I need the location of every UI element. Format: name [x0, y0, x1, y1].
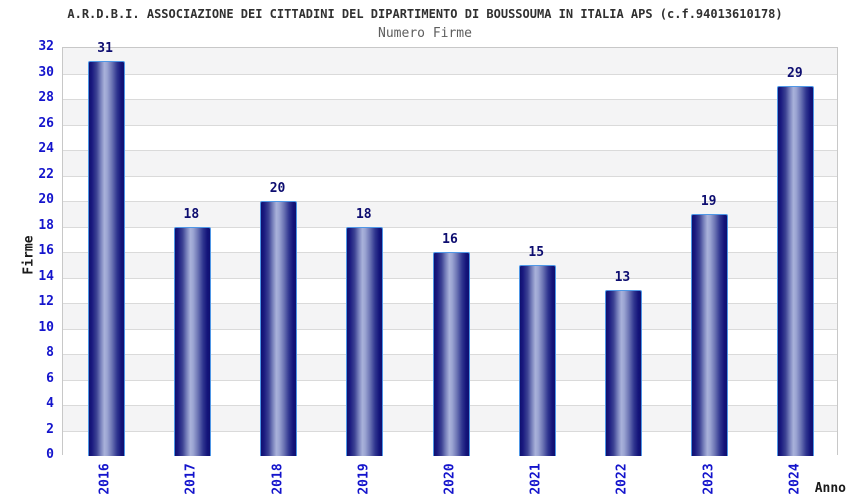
gridline: [63, 99, 837, 100]
x-tick-label: 2020: [442, 463, 458, 495]
gridline: [63, 150, 837, 151]
plot-area: [62, 47, 838, 456]
bar: [260, 201, 298, 456]
y-tick-label: 30: [38, 64, 54, 80]
y-tick-label: 32: [38, 39, 54, 54]
x-tick-label: 2016: [97, 463, 113, 495]
x-tick-label: 2019: [356, 463, 372, 495]
bar: [432, 252, 470, 456]
bar: [346, 226, 384, 456]
bar-value-label: 18: [183, 206, 200, 222]
bar-value-label: 29: [787, 66, 803, 82]
y-tick-label: 14: [38, 268, 54, 284]
y-tick-label: 0: [46, 447, 54, 462]
bar: [518, 264, 556, 456]
y-tick-label: 28: [38, 90, 54, 105]
bar-value-label: 18: [355, 206, 372, 222]
x-tick-label: 2017: [183, 463, 199, 495]
bar-value-label: 16: [442, 232, 458, 247]
gridline: [63, 124, 837, 126]
bar-value-label: 13: [614, 270, 631, 286]
y-tick-label: 26: [38, 115, 54, 131]
grid-band: [63, 175, 837, 201]
x-tick-label: 2021: [528, 463, 544, 495]
y-tick-label: 6: [46, 370, 54, 386]
bar-value-label: 15: [528, 244, 545, 260]
chart-title: A.R.D.B.I. ASSOCIAZIONE DEI CITTADINI DE…: [67, 7, 783, 21]
y-tick-label: 20: [38, 192, 54, 207]
y-tick-label: 18: [38, 217, 54, 233]
x-tick-label: 2023: [701, 463, 717, 495]
bar-value-label: 31: [97, 40, 113, 56]
y-tick-label: 8: [46, 345, 54, 360]
bar-value-label: 20: [269, 181, 286, 196]
chart-subtitle: Numero Firme: [378, 26, 472, 41]
grid-band: [63, 99, 837, 125]
grid-band: [63, 48, 837, 74]
bar: [777, 86, 815, 456]
y-tick-label: 22: [38, 166, 54, 182]
y-tick-label: 24: [38, 141, 54, 156]
gridline: [63, 73, 837, 75]
bar: [604, 290, 642, 456]
grid-band: [63, 124, 837, 150]
gridline: [63, 175, 837, 177]
x-axis-label: Anno: [814, 481, 846, 496]
y-tick-label: 12: [38, 294, 54, 309]
x-tick-label: 2018: [270, 463, 286, 495]
grid-band: [63, 73, 837, 99]
gridline: [63, 226, 837, 228]
y-tick-label: 16: [38, 243, 54, 258]
grid-band: [63, 150, 837, 176]
bar: [87, 60, 125, 456]
bar-value-label: 19: [700, 193, 717, 209]
bar: [691, 213, 729, 456]
x-tick-label: 2024: [787, 463, 803, 495]
bar: [173, 226, 211, 456]
y-tick-label: 2: [46, 421, 54, 437]
y-tick-label: 10: [38, 319, 54, 335]
y-tick-label: 4: [46, 396, 54, 411]
x-tick-label: 2022: [614, 463, 630, 495]
gridline: [63, 201, 837, 202]
